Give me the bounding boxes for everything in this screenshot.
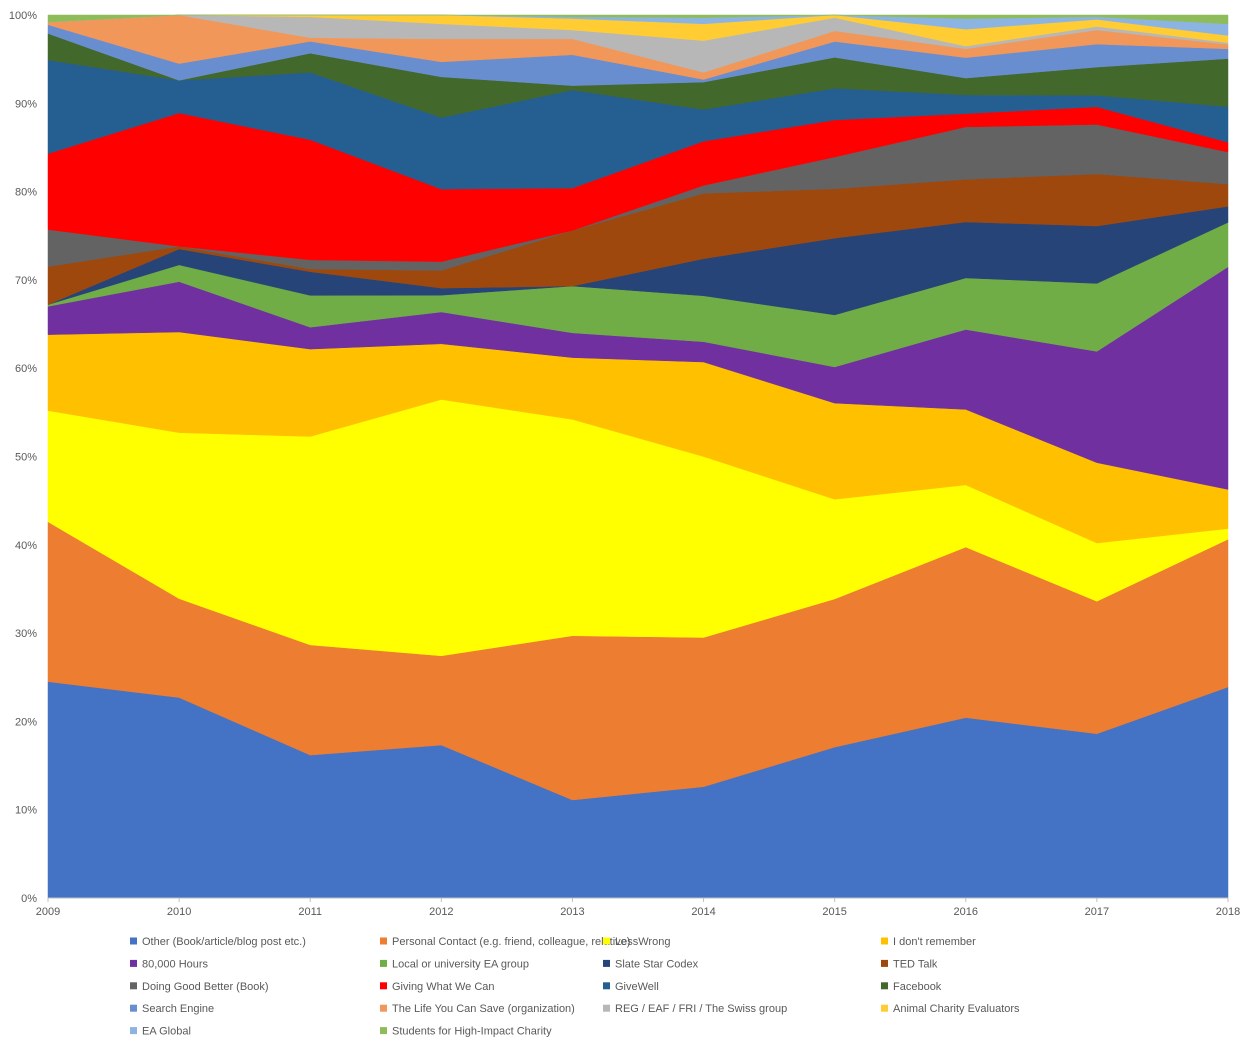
- legend-swatch-giving-what-we-can: [380, 982, 387, 990]
- x-tick-label: 2017: [1085, 906, 1109, 918]
- legend-label-doing-good-better-book: Doing Good Better (Book): [142, 981, 269, 993]
- legend-label-students-for-high-impact-charity: Students for High-Impact Charity: [392, 1026, 552, 1038]
- y-tick-label: 40%: [15, 540, 37, 552]
- x-tick-label: 2010: [167, 906, 191, 918]
- y-tick-label: 30%: [15, 628, 37, 640]
- legend-swatch-ted-talk: [881, 959, 888, 967]
- legend-swatch-doing-good-better-book: [130, 982, 137, 990]
- area-series-group: [47, 14, 1229, 899]
- legend-label-local-or-university-ea-group: Local or university EA group: [392, 958, 529, 970]
- legend-swatch-other-book-article-blog-post-etc: [130, 937, 137, 945]
- legend-swatch-lesswrong: [603, 937, 610, 945]
- legend-label-facebook: Facebook: [893, 981, 942, 993]
- x-tick-label: 2013: [560, 906, 584, 918]
- legend-swatch-the-life-you-can-save-organization: [380, 1004, 387, 1012]
- x-tick-label: 2015: [822, 906, 846, 918]
- legend-swatch-80-000-hours: [130, 959, 137, 967]
- legend-label-ted-talk: TED Talk: [893, 958, 938, 970]
- x-tick-label: 2016: [954, 906, 978, 918]
- legend-label-givewell: GiveWell: [615, 981, 659, 993]
- y-tick-label: 60%: [15, 363, 37, 375]
- legend-label-slate-star-codex: Slate Star Codex: [615, 958, 699, 970]
- area-students-for-high-impact-charity: [47, 14, 1229, 25]
- legend: Other (Book/article/blog post etc.) Perso…: [130, 936, 1020, 1038]
- legend-swatch-facebook: [881, 982, 888, 990]
- y-tick-label: 80%: [15, 187, 37, 199]
- legend-swatch-students-for-high-impact-charity: [380, 1027, 387, 1035]
- legend-label-giving-what-we-can: Giving What We Can: [392, 981, 495, 993]
- legend-label-the-life-you-can-save-organization: The Life You Can Save (organization): [392, 1003, 575, 1015]
- y-tick-label: 50%: [15, 452, 37, 464]
- y-tick-label: 20%: [15, 716, 37, 728]
- legend-label-animal-charity-evaluators: Animal Charity Evaluators: [893, 1003, 1020, 1015]
- x-tick-label: 2018: [1216, 906, 1240, 918]
- x-tick-label: 2009: [36, 906, 60, 918]
- legend-label-80-000-hours: 80,000 Hours: [142, 958, 209, 970]
- x-tick-label: 2014: [691, 906, 715, 918]
- legend-label-i-don-t-remember: I don't remember: [893, 936, 976, 948]
- y-tick-label: 90%: [15, 98, 37, 110]
- y-tick-label: 0%: [21, 893, 37, 905]
- axes-group: 2009 2010 2011 2012 2013 2014 2015 2016 2017 2018…: [9, 10, 1240, 918]
- legend-swatch-slate-star-codex: [603, 959, 610, 967]
- y-tick-label: 10%: [15, 805, 37, 817]
- x-tick-label: 2011: [298, 906, 322, 918]
- legend-label-other-book-article-blog-post-etc: Other (Book/article/blog post etc.): [142, 936, 306, 948]
- legend-swatch-reg-eaf-fri-the-swiss-group: [603, 1004, 610, 1012]
- legend-swatch-personal-contact-e-g-friend-colleague-relative: [380, 937, 387, 945]
- legend-label-reg-eaf-fri-the-swiss-group: REG / EAF / FRI / The Swiss group: [615, 1003, 787, 1015]
- legend-swatch-givewell: [603, 982, 610, 990]
- legend-label-search-engine: Search Engine: [142, 1003, 214, 1015]
- legend-swatch-search-engine: [130, 1004, 137, 1012]
- legend-swatch-animal-charity-evaluators: [881, 1004, 888, 1012]
- y-tick-label: 100%: [9, 10, 37, 22]
- legend-swatch-i-don-t-remember: [881, 937, 888, 945]
- legend-label-personal-contact-e-g-friend-colleague-relative: Personal Contact (e.g. friend, colleague…: [392, 936, 630, 948]
- legend-swatch-ea-global: [130, 1027, 137, 1035]
- x-tick-label: 2012: [429, 906, 453, 918]
- legend-swatch-local-or-university-ea-group: [380, 959, 387, 967]
- legend-label-ea-global: EA Global: [142, 1026, 191, 1038]
- legend-label-lesswrong: LessWrong: [615, 936, 670, 948]
- y-tick-label: 70%: [15, 275, 37, 287]
